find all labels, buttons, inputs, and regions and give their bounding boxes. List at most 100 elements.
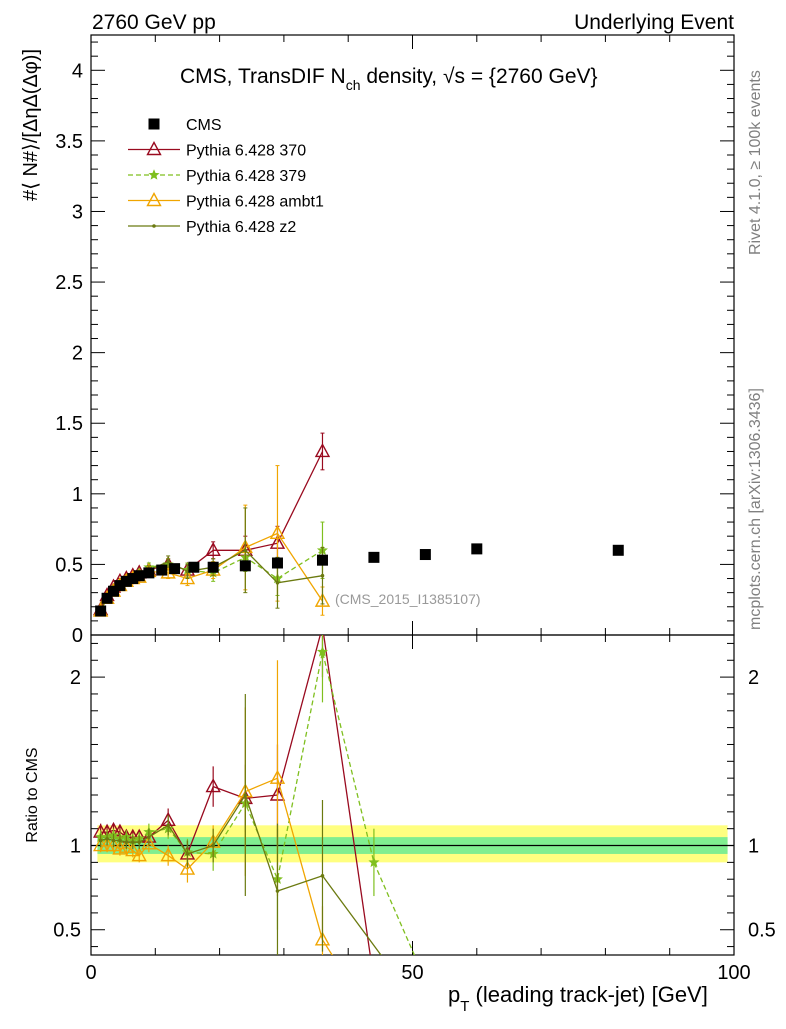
y-tick-label: 4: [72, 60, 83, 82]
cms-data-point: [169, 563, 181, 575]
cms-data-point: [239, 560, 251, 572]
series-line: [100, 451, 324, 610]
ratio-tick-label: 1: [70, 836, 81, 858]
mcplots-label: mcplots.cern.ch [arXiv:1306.3436]: [747, 388, 764, 630]
cms-data-point: [156, 564, 168, 576]
cms-data-point: [95, 605, 107, 617]
y-tick-label: 3.5: [55, 131, 83, 153]
legend-label: Pythia 6.428 z2: [186, 219, 296, 236]
ratio-frame: [90, 634, 735, 956]
ratio-point: [125, 842, 141, 857]
y-tick-label: 1: [72, 484, 83, 506]
x-axis-label: pT (leading track-jet) [GeV]: [448, 982, 708, 1015]
ratio-point: [320, 874, 325, 878]
rivet-label: Rivet 4.1.0, ≥ 100k events: [747, 70, 764, 255]
data-point: [179, 570, 196, 585]
ratio-tick-label-right: 2: [748, 667, 759, 689]
data-point: [275, 580, 280, 585]
legend-marker: [148, 118, 160, 130]
data-point: [243, 548, 248, 553]
cms-data-point: [120, 575, 132, 587]
cms-data-point: [207, 561, 219, 573]
y-tick-label: 2: [72, 343, 83, 365]
cms-data-point: [101, 592, 113, 604]
ratio-series-ambt1: [92, 660, 333, 955]
ratio-point: [118, 838, 135, 853]
x-tick-label: 100: [717, 962, 750, 984]
data-point: [205, 541, 221, 556]
legend-item-p370: Pythia 6.428 370: [128, 141, 306, 160]
ratio-point: [130, 840, 135, 844]
legend-label: Pythia 6.428 370: [186, 143, 306, 160]
data-point: [166, 559, 170, 564]
ratio-point: [269, 769, 286, 784]
legend-label: Pythia 6.428 ambt1: [186, 194, 324, 211]
ratio-point: [179, 860, 196, 875]
ratio-series-z2: [98, 693, 382, 955]
legend-marker: [152, 224, 156, 228]
y-tick-label: 0.5: [55, 554, 83, 576]
cms-data-point: [316, 554, 328, 566]
ratio-point: [160, 847, 176, 862]
legend-item-ambt1: Pythia 6.428 ambt1: [128, 192, 324, 211]
ratio-point: [368, 856, 380, 868]
cms-data-point: [612, 544, 624, 556]
ratio-tick-label-right: 0.5: [748, 920, 776, 942]
legend-item-z2: Pythia 6.428 z2: [128, 219, 296, 236]
data-point: [185, 569, 190, 574]
analysis-watermark: (CMS_2015_I1385107): [335, 591, 481, 607]
cms-data-point: [143, 567, 155, 579]
ratio-point: [105, 836, 109, 841]
ratio-line: [100, 651, 416, 955]
data-point: [314, 443, 331, 458]
cms-data-point: [114, 580, 126, 592]
ratio-point: [185, 852, 190, 856]
legend-label: CMS: [186, 117, 222, 134]
ratio-point: [137, 840, 142, 844]
y-tick-label: 2.5: [55, 272, 83, 294]
ratio-point: [205, 778, 221, 793]
cms-data-point: [188, 561, 200, 573]
ratio-line: [100, 793, 382, 955]
ratio-point: [112, 840, 128, 855]
cms-data-point: [271, 557, 283, 569]
ratio-point: [131, 847, 147, 862]
ratio-tick-label: 2: [70, 667, 81, 689]
plot-title: CMS, TransDIF Nch density, √s = {2760 Ge…: [180, 65, 598, 93]
y-tick-label: 3: [72, 201, 83, 223]
ratio-point: [211, 843, 215, 848]
ratio-point: [316, 620, 329, 632]
cms-data-point: [471, 543, 483, 555]
ratio-point: [98, 838, 103, 843]
legend-marker: [148, 169, 160, 180]
ratio-point: [118, 838, 122, 843]
series-p370: [92, 432, 331, 616]
legend-item-p379: Pythia 6.428 379: [128, 168, 306, 185]
ratio-tick-label: 0.5: [53, 920, 81, 942]
header-left: 2760 GeV pp: [92, 11, 216, 34]
ratio-point: [147, 835, 151, 839]
x-tick-label: 0: [85, 962, 96, 984]
ratio-y-axis-label: Ratio to CMS: [24, 747, 41, 842]
ratio-point: [111, 838, 116, 843]
cms-data-point: [368, 551, 380, 563]
ratio-tick-label-right: 1: [748, 836, 759, 858]
ratio-point: [166, 823, 170, 828]
ratio-series-layer: [92, 620, 416, 955]
ratio-point: [124, 840, 129, 844]
legend-marker: [146, 192, 162, 207]
data-point: [320, 573, 325, 578]
data-point: [314, 592, 331, 607]
main-plot-area: 0 0.5 1 1.5 2 2.5 3 3.5 4: [55, 34, 735, 647]
series-cms: [95, 543, 624, 617]
y-axis-label: #⟨ N#⟩/[ΔηΔ(Δφ)]: [20, 49, 42, 201]
legend-item-cms: CMS: [148, 117, 222, 134]
cms-data-point: [133, 570, 145, 582]
legend-label: Pythia 6.428 379: [186, 168, 306, 185]
ratio-series-p379: [95, 635, 416, 955]
series-ambt1: [92, 465, 331, 617]
cms-data-point: [419, 549, 431, 561]
ratio-point: [141, 835, 157, 850]
